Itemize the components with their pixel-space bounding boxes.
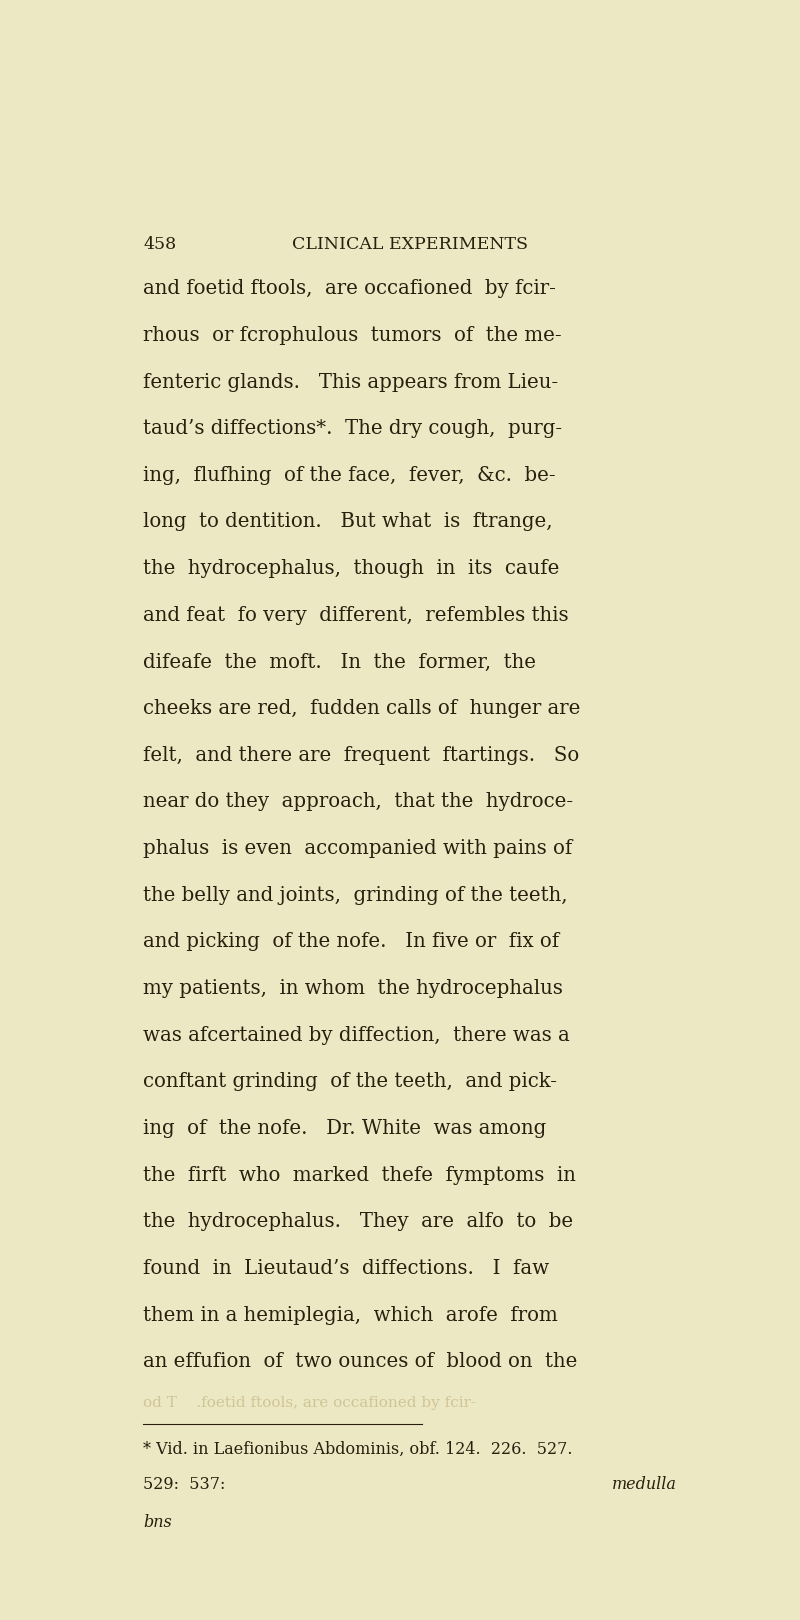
Text: near do they  approach,  that the  hydroce-: near do they approach, that the hydroce- (143, 792, 574, 812)
Text: 529:  537:: 529: 537: (143, 1476, 226, 1494)
Text: the  hydrocephalus,  though  in  its  caufe: the hydrocephalus, though in its caufe (143, 559, 560, 578)
Text: ing  of  the nofe.   Dr. White  was among: ing of the nofe. Dr. White was among (143, 1119, 546, 1137)
Text: and foetid ftools,  are occafioned  by fcir-: and foetid ftools, are occafioned by fci… (143, 279, 556, 298)
Text: 458: 458 (143, 235, 177, 253)
Text: and picking  of the nofe.   In five or  fix of: and picking of the nofe. In five or fix … (143, 933, 559, 951)
Text: the  firft  who  marked  thefe  fymptoms  in: the firft who marked thefe fymptoms in (143, 1166, 576, 1184)
Text: an effufion  of  two ounces of  blood on  the: an effufion of two ounces of blood on th… (143, 1353, 578, 1371)
Text: CLINICAL EXPERIMENTS: CLINICAL EXPERIMENTS (292, 235, 528, 253)
Text: my patients,  in whom  the hydrocephalus: my patients, in whom the hydrocephalus (143, 978, 563, 998)
Text: * Vid. in Laefionibus Abdominis, obf. 124.  226.  527.: * Vid. in Laefionibus Abdominis, obf. 12… (143, 1442, 573, 1458)
Text: bns: bns (143, 1513, 172, 1531)
Text: od T    .foetid ftools, are occafioned by fcir-: od T .foetid ftools, are occafioned by f… (143, 1396, 477, 1411)
Text: difeafe  the  moft.   In  the  former,  the: difeafe the moft. In the former, the (143, 653, 536, 671)
Text: was afcertained by diffection,  there was a: was afcertained by diffection, there was… (143, 1025, 570, 1045)
Text: rhous  or fcrophulous  tumors  of  the me-: rhous or fcrophulous tumors of the me- (143, 326, 562, 345)
Text: the  hydrocephalus.   They  are  alfo  to  be: the hydrocephalus. They are alfo to be (143, 1212, 574, 1231)
Text: phalus  is even  accompanied with pains of: phalus is even accompanied with pains of (143, 839, 573, 859)
Text: found  in  Lieutaud’s  diffections.   I  faw: found in Lieutaud’s diffections. I faw (143, 1259, 550, 1278)
Text: and feat  fo very  different,  refembles this: and feat fo very different, refembles th… (143, 606, 569, 625)
Text: conftant grinding  of the teeth,  and pick-: conftant grinding of the teeth, and pick… (143, 1072, 558, 1092)
Text: ing,  flufhing  of the face,  fever,  &c.  be-: ing, flufhing of the face, fever, &c. be… (143, 467, 556, 484)
Text: felt,  and there are  frequent  ftartings.   So: felt, and there are frequent ftartings. … (143, 745, 580, 765)
Text: long  to dentition.   But what  is  ftrange,: long to dentition. But what is ftrange, (143, 512, 553, 531)
Text: fenteric glands.   This appears from Lieu-: fenteric glands. This appears from Lieu- (143, 373, 558, 392)
Text: taud’s diffections*.  The dry cough,  purg-: taud’s diffections*. The dry cough, purg… (143, 420, 562, 437)
Text: medulla: medulla (612, 1476, 677, 1494)
Text: cheeks are red,  fudden calls of  hunger are: cheeks are red, fudden calls of hunger a… (143, 700, 581, 718)
Text: them in a hemiplegia,  which  arofe  from: them in a hemiplegia, which arofe from (143, 1306, 558, 1325)
Text: the belly and joints,  grinding of the teeth,: the belly and joints, grinding of the te… (143, 886, 568, 904)
